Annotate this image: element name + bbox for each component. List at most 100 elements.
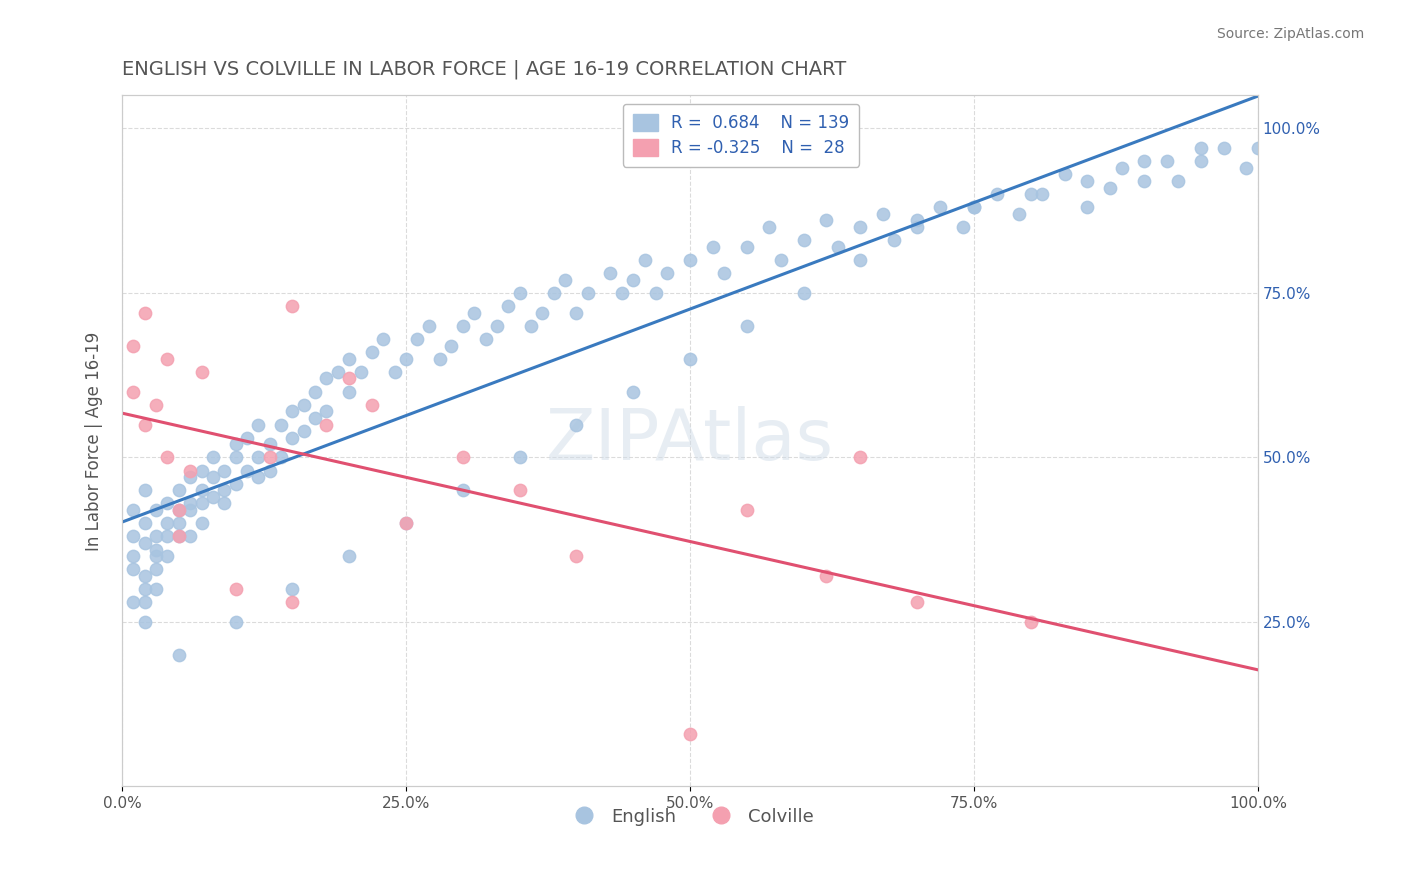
Point xyxy=(679,351,702,366)
Point xyxy=(304,384,326,399)
Point xyxy=(145,562,167,576)
Point xyxy=(451,318,474,333)
Point xyxy=(190,464,212,478)
Point xyxy=(361,398,384,412)
Point xyxy=(633,252,655,267)
Point xyxy=(758,220,780,235)
Point xyxy=(145,582,167,596)
Point xyxy=(179,470,201,484)
Text: ZIPAtlas: ZIPAtlas xyxy=(546,407,834,475)
Point xyxy=(292,424,315,438)
Point xyxy=(554,273,576,287)
Point xyxy=(1008,207,1031,221)
Point xyxy=(1076,174,1098,188)
Point xyxy=(315,371,337,385)
Point xyxy=(236,464,259,478)
Point xyxy=(281,404,304,418)
Point xyxy=(657,266,679,280)
Point xyxy=(735,240,758,254)
Point xyxy=(337,371,360,385)
Point xyxy=(145,529,167,543)
Point xyxy=(485,318,508,333)
Point xyxy=(201,470,224,484)
Point xyxy=(440,338,463,352)
Point xyxy=(429,351,451,366)
Point xyxy=(225,437,247,451)
Point xyxy=(179,503,201,517)
Point xyxy=(122,384,145,399)
Point xyxy=(928,200,950,214)
Point xyxy=(134,516,156,531)
Point xyxy=(599,266,621,280)
Y-axis label: In Labor Force | Age 16-19: In Labor Force | Age 16-19 xyxy=(86,331,103,550)
Point xyxy=(384,365,406,379)
Point xyxy=(735,318,758,333)
Point xyxy=(520,318,543,333)
Point xyxy=(406,332,429,346)
Point xyxy=(543,285,565,300)
Point xyxy=(167,483,190,498)
Point xyxy=(496,299,519,313)
Point xyxy=(236,431,259,445)
Point xyxy=(326,365,349,379)
Point xyxy=(167,503,190,517)
Point xyxy=(134,569,156,583)
Point xyxy=(395,516,418,531)
Point xyxy=(963,200,986,214)
Point xyxy=(259,464,281,478)
Point xyxy=(167,516,190,531)
Point xyxy=(156,450,179,465)
Point xyxy=(281,595,304,609)
Point xyxy=(531,305,554,319)
Point xyxy=(418,318,440,333)
Point xyxy=(621,273,644,287)
Point xyxy=(1133,154,1156,169)
Point xyxy=(1053,168,1076,182)
Point xyxy=(1212,141,1234,155)
Point xyxy=(792,233,814,247)
Point xyxy=(565,417,588,432)
Point xyxy=(337,351,360,366)
Point xyxy=(122,503,145,517)
Point xyxy=(713,266,735,280)
Point xyxy=(167,529,190,543)
Point xyxy=(1019,615,1042,629)
Point xyxy=(145,398,167,412)
Point xyxy=(1076,200,1098,214)
Point xyxy=(621,384,644,399)
Point xyxy=(156,516,179,531)
Point xyxy=(373,332,395,346)
Point xyxy=(134,615,156,629)
Point xyxy=(145,503,167,517)
Point xyxy=(304,411,326,425)
Point xyxy=(1189,154,1212,169)
Point xyxy=(905,213,928,227)
Point xyxy=(905,595,928,609)
Point xyxy=(201,450,224,465)
Point xyxy=(122,529,145,543)
Point xyxy=(259,450,281,465)
Point xyxy=(190,365,212,379)
Point xyxy=(349,365,371,379)
Point xyxy=(134,582,156,596)
Point xyxy=(134,417,156,432)
Point xyxy=(565,305,588,319)
Point xyxy=(214,496,236,510)
Point xyxy=(179,529,201,543)
Point xyxy=(1247,141,1270,155)
Point xyxy=(179,464,201,478)
Point xyxy=(792,285,814,300)
Point xyxy=(509,285,531,300)
Point xyxy=(849,450,872,465)
Point xyxy=(952,220,974,235)
Point xyxy=(122,595,145,609)
Point xyxy=(1236,161,1258,175)
Point xyxy=(315,417,337,432)
Point xyxy=(963,200,986,214)
Point xyxy=(1019,187,1042,202)
Point xyxy=(337,384,360,399)
Point xyxy=(145,542,167,557)
Point xyxy=(644,285,666,300)
Point xyxy=(1167,174,1189,188)
Point xyxy=(1133,174,1156,188)
